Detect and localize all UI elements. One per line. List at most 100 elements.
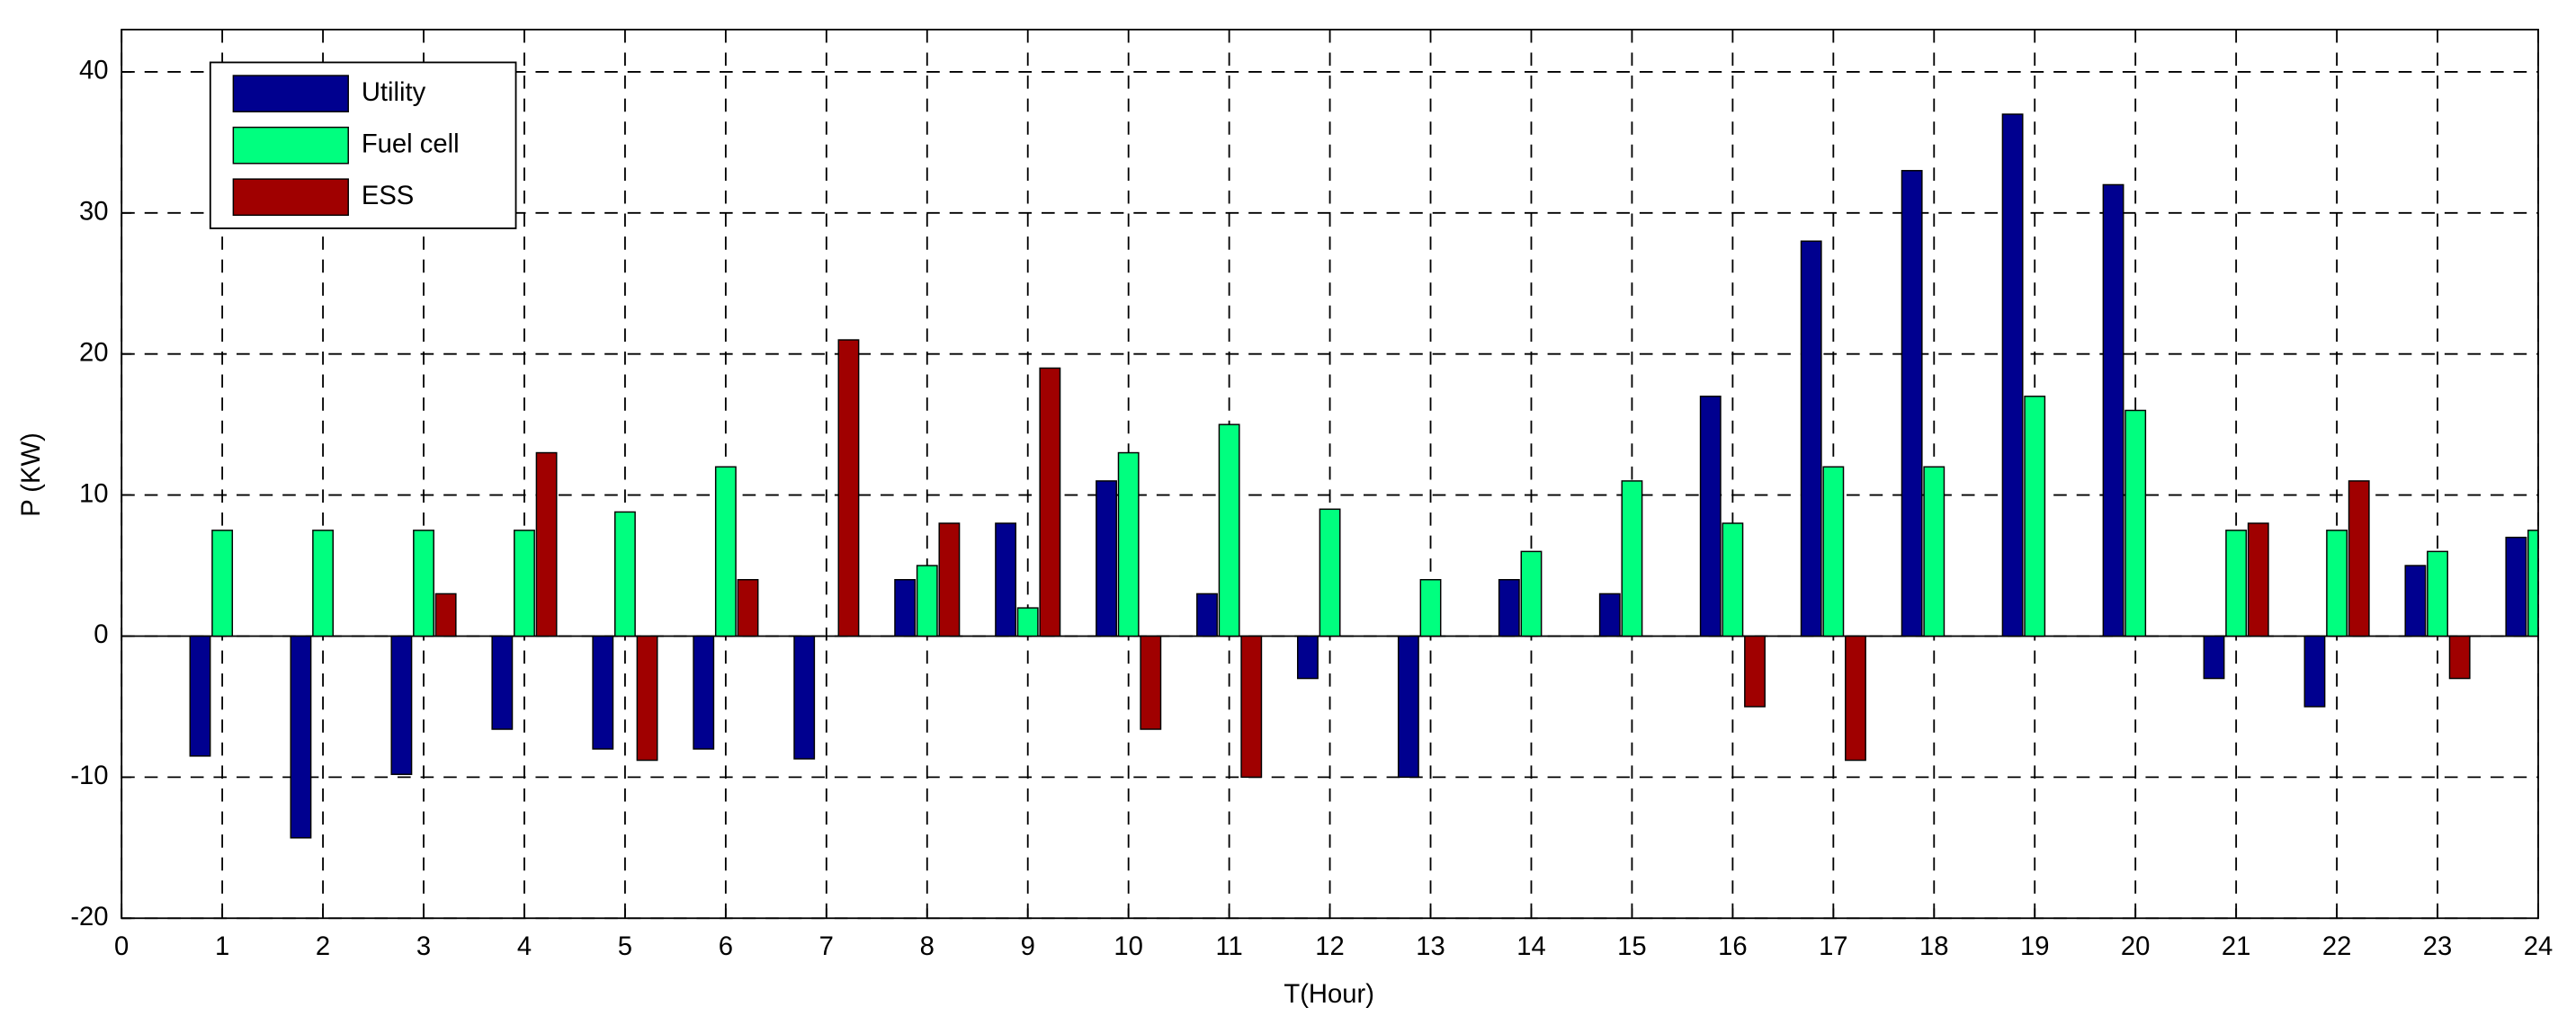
- x-tick-label: 21: [2222, 932, 2251, 961]
- x-tick-label: 13: [1416, 932, 1445, 961]
- bar: [1319, 508, 1341, 637]
- bar: [1218, 423, 1240, 637]
- bar: [693, 635, 715, 750]
- y-tick-label: 10: [79, 479, 109, 508]
- bar: [1722, 522, 1744, 637]
- bar: [2001, 113, 2024, 637]
- bar: [1240, 635, 1263, 779]
- bar: [2427, 550, 2448, 637]
- bar: [592, 635, 614, 750]
- bar: [1039, 367, 1061, 637]
- bar: [2448, 635, 2471, 680]
- bar: [434, 593, 457, 637]
- x-tick-label: 11: [1215, 932, 1242, 961]
- bar: [312, 530, 334, 637]
- bar: [211, 530, 234, 637]
- bar: [1016, 607, 1039, 637]
- bar: [1520, 550, 1543, 637]
- x-tick-label: 24: [2524, 932, 2554, 961]
- bar: [1800, 240, 1822, 637]
- bar: [1923, 466, 1945, 637]
- bar: [613, 511, 636, 637]
- x-tick-label: 5: [618, 932, 632, 961]
- bar: [1822, 466, 1845, 637]
- x-tick-label: 19: [2020, 932, 2050, 961]
- bar: [535, 451, 558, 637]
- bar: [2348, 480, 2370, 637]
- bar: [189, 635, 211, 757]
- x-tick-label: 12: [1315, 932, 1345, 961]
- bar: [737, 578, 759, 637]
- y-tick-label: -10: [70, 762, 108, 790]
- x-tick-label: 20: [2121, 932, 2151, 961]
- bar: [2505, 536, 2527, 637]
- y-tick-label: 20: [79, 338, 109, 367]
- bar: [894, 578, 917, 637]
- x-tick-label: 22: [2322, 932, 2352, 961]
- bar: [837, 339, 860, 637]
- bar: [1419, 578, 1442, 637]
- x-tick-label: 2: [316, 932, 330, 961]
- bar: [1901, 170, 1923, 637]
- bar: [2247, 522, 2269, 637]
- bar: [1117, 451, 1140, 637]
- x-tick-label: 14: [1516, 932, 1546, 961]
- x-tick-label: 16: [1718, 932, 1748, 961]
- x-tick-label: 23: [2423, 932, 2453, 961]
- x-tick-label: 7: [819, 932, 834, 961]
- y-tick-label: 30: [79, 198, 109, 227]
- bar: [2303, 635, 2326, 708]
- bar: [2203, 635, 2225, 680]
- bar: [2124, 409, 2147, 637]
- bar: [1598, 593, 1621, 637]
- bar: [2225, 530, 2248, 637]
- legend-swatch: [232, 126, 349, 165]
- bar: [714, 466, 737, 637]
- bar: [290, 635, 312, 839]
- bar: [1297, 635, 1319, 680]
- bar: [1397, 635, 1419, 779]
- y-axis-label: P (KW): [17, 432, 46, 517]
- x-tick-label: 9: [1021, 932, 1035, 961]
- x-tick-label: 3: [416, 932, 431, 961]
- bar: [916, 565, 938, 637]
- legend-label: ESS: [362, 182, 414, 210]
- bar: [1699, 396, 1722, 637]
- y-tick-label: 40: [79, 57, 109, 85]
- bar: [1621, 480, 1643, 637]
- x-tick-label: 1: [215, 932, 229, 961]
- plot-frame: [121, 28, 2539, 920]
- bar: [2326, 530, 2348, 637]
- bar: [938, 522, 961, 637]
- legend-swatch: [232, 178, 349, 217]
- y-tick-label: -20: [70, 903, 108, 931]
- x-axis-label: T(Hour): [1284, 980, 1374, 1009]
- bar: [413, 530, 434, 637]
- x-tick-label: 6: [719, 932, 733, 961]
- bar: [2527, 530, 2538, 637]
- legend-label: Utility: [362, 78, 426, 107]
- bars: [189, 113, 2538, 839]
- x-tick-label: 10: [1114, 932, 1143, 961]
- bar: [390, 635, 413, 775]
- bar: [2102, 183, 2124, 637]
- bar: [1140, 635, 1162, 730]
- bar: [2404, 565, 2427, 637]
- x-tick-label: 17: [1819, 932, 1848, 961]
- x-tick-label: 18: [1919, 932, 1949, 961]
- bar: [1845, 635, 1866, 762]
- bar: [1744, 635, 1766, 708]
- bar: [1196, 593, 1218, 637]
- bar: [491, 635, 514, 730]
- y-tick-label: 0: [94, 620, 108, 649]
- bar: [636, 635, 658, 762]
- bar: [995, 522, 1017, 637]
- legend: Utility Fuel cell ESS: [209, 61, 517, 229]
- bar: [2024, 396, 2046, 637]
- x-tick-label: 15: [1617, 932, 1647, 961]
- legend-swatch: [232, 75, 349, 112]
- bar: [1498, 578, 1520, 637]
- bar: [514, 530, 535, 637]
